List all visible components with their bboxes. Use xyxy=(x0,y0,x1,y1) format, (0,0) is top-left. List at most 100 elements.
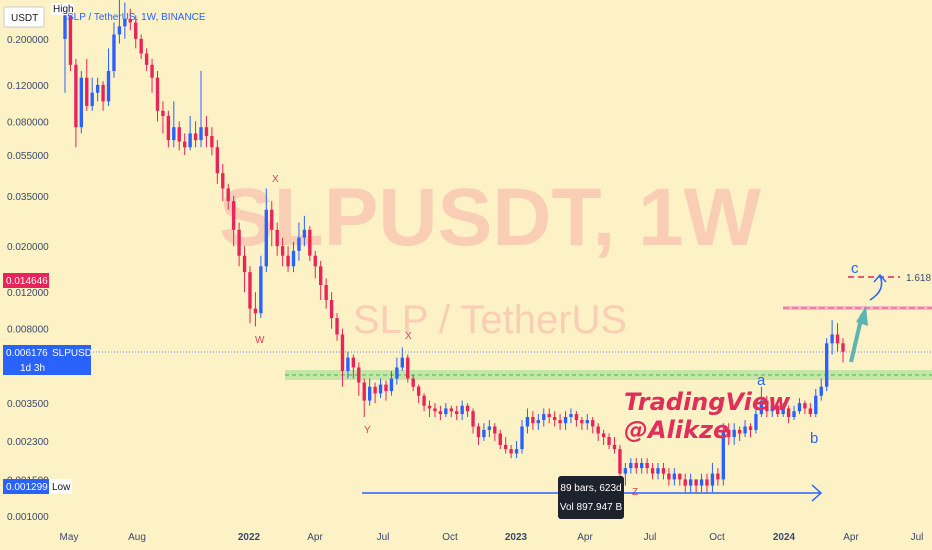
candle-body[interactable] xyxy=(444,408,448,415)
candle-body[interactable] xyxy=(580,420,584,424)
candle-body[interactable] xyxy=(242,255,247,273)
candle-body[interactable] xyxy=(123,18,127,27)
candle-body[interactable] xyxy=(601,433,606,438)
candle-body[interactable] xyxy=(427,405,432,409)
candle-body[interactable] xyxy=(319,266,323,285)
candle-body[interactable] xyxy=(438,411,443,415)
candle-body[interactable] xyxy=(558,420,562,424)
candle-body[interactable] xyxy=(335,318,339,335)
candle-body[interactable] xyxy=(514,449,519,454)
candle-body[interactable] xyxy=(106,71,111,102)
currency-box[interactable] xyxy=(3,6,45,28)
candle-body[interactable] xyxy=(253,308,258,314)
candle-body[interactable] xyxy=(520,426,524,450)
candle-body[interactable] xyxy=(183,141,187,148)
candle-body[interactable] xyxy=(732,429,736,438)
candle-body[interactable] xyxy=(618,449,622,474)
candle-body[interactable] xyxy=(74,64,78,128)
candle-body[interactable] xyxy=(248,272,252,309)
candle-body[interactable] xyxy=(351,357,356,368)
candle-body[interactable] xyxy=(139,38,143,54)
candle-body[interactable] xyxy=(656,468,660,474)
candle-body[interactable] xyxy=(754,414,758,430)
candle-body[interactable] xyxy=(134,22,138,39)
candle-body[interactable] xyxy=(291,250,296,267)
candle-body[interactable] xyxy=(634,462,638,469)
candle-body[interactable] xyxy=(68,15,73,65)
candle-body[interactable] xyxy=(280,246,285,256)
candle-body[interactable] xyxy=(112,34,116,72)
candle-body[interactable] xyxy=(128,18,132,23)
candle-body[interactable] xyxy=(210,136,214,148)
candle-body[interactable] xyxy=(830,334,834,344)
candle-body[interactable] xyxy=(661,468,666,474)
candle-body[interactable] xyxy=(161,110,165,116)
candle-body[interactable] xyxy=(596,426,600,434)
candle-body[interactable] xyxy=(705,479,709,486)
candle-body[interactable] xyxy=(384,384,388,392)
candle-body[interactable] xyxy=(645,462,649,469)
candle-body[interactable] xyxy=(835,334,840,344)
candle-body[interactable] xyxy=(482,429,486,438)
candle-body[interactable] xyxy=(683,479,687,486)
candle-body[interactable] xyxy=(329,300,334,319)
candle-body[interactable] xyxy=(324,284,328,301)
candle-body[interactable] xyxy=(79,77,84,128)
candle-body[interactable] xyxy=(172,127,176,141)
candle-body[interactable] xyxy=(819,386,823,396)
candle-body[interactable] xyxy=(395,367,399,379)
candle-body[interactable] xyxy=(824,343,829,387)
candle-body[interactable] xyxy=(378,384,383,394)
candle-body[interactable] xyxy=(215,147,220,174)
candle-body[interactable] xyxy=(727,429,731,438)
candle-body[interactable] xyxy=(193,133,198,141)
candle-body[interactable] xyxy=(237,229,241,256)
candle-body[interactable] xyxy=(585,420,589,424)
candle-body[interactable] xyxy=(737,429,742,434)
candle-body[interactable] xyxy=(629,462,633,469)
candle-body[interactable] xyxy=(640,462,644,469)
candle-body[interactable] xyxy=(591,420,595,427)
candle-body[interactable] xyxy=(449,408,453,412)
candle-body[interactable] xyxy=(95,84,100,93)
candle-body[interactable] xyxy=(416,386,421,396)
candle-body[interactable] xyxy=(536,420,541,424)
candle-body[interactable] xyxy=(85,77,89,106)
candle-body[interactable] xyxy=(552,417,557,421)
candle-body[interactable] xyxy=(221,173,225,189)
candle-body[interactable] xyxy=(411,378,415,387)
candle-body[interactable] xyxy=(672,473,677,480)
candle-body[interactable] xyxy=(667,473,671,480)
candle-body[interactable] xyxy=(433,408,437,412)
candle-body[interactable] xyxy=(797,403,802,412)
candle-body[interactable] xyxy=(531,417,535,424)
candle-body[interactable] xyxy=(650,468,655,474)
candle-body[interactable] xyxy=(90,92,94,106)
candle-body[interactable] xyxy=(765,400,769,412)
candle-body[interactable] xyxy=(362,382,366,401)
candle-body[interactable] xyxy=(226,188,230,202)
candle-body[interactable] xyxy=(694,479,698,486)
candle-body[interactable] xyxy=(117,26,122,35)
candle-body[interactable] xyxy=(150,64,154,78)
candle-body[interactable] xyxy=(259,266,263,314)
candle-body[interactable] xyxy=(607,437,611,445)
candle-body[interactable] xyxy=(308,229,312,256)
candle-body[interactable] xyxy=(373,386,377,394)
candle-body[interactable] xyxy=(340,334,345,372)
candle-body[interactable] xyxy=(166,115,171,141)
candle-body[interactable] xyxy=(563,417,568,424)
candle-body[interactable] xyxy=(542,414,546,421)
candle-body[interactable] xyxy=(786,408,791,418)
candle-body[interactable] xyxy=(792,411,796,418)
candle-body[interactable] xyxy=(101,84,105,102)
candle-body[interactable] xyxy=(503,444,508,450)
candle-body[interactable] xyxy=(688,479,693,486)
candle-body[interactable] xyxy=(346,357,350,372)
candle-body[interactable] xyxy=(357,367,361,383)
candle-body[interactable] xyxy=(781,408,785,415)
candle-body[interactable] xyxy=(155,77,160,111)
candle-body[interactable] xyxy=(569,414,573,418)
candle-body[interactable] xyxy=(841,343,845,352)
